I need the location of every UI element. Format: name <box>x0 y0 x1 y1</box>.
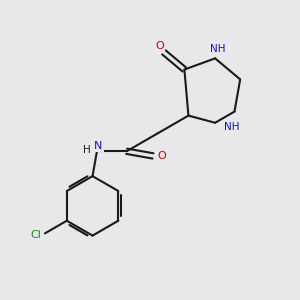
Text: N: N <box>94 141 103 151</box>
Text: NH: NH <box>210 44 226 54</box>
Text: Cl: Cl <box>31 230 41 240</box>
Text: O: O <box>155 41 164 51</box>
Text: NH: NH <box>224 122 239 132</box>
Text: O: O <box>158 151 166 161</box>
Text: H: H <box>83 145 90 155</box>
